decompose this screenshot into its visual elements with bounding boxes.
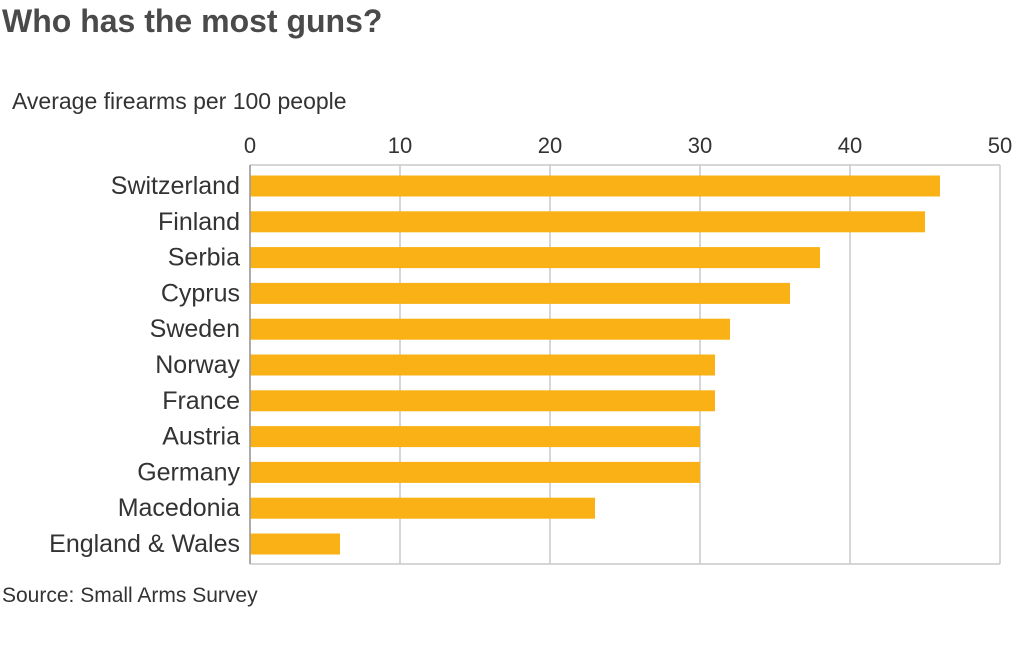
category-label: Norway [155,351,240,379]
category-label: England & Wales [49,530,240,558]
x-tick-label: 0 [244,133,256,158]
chart-title: Who has the most guns? [2,3,383,39]
x-axis-ticks: 0 10 20 30 40 50 [244,133,1012,158]
bar-austria [250,426,700,448]
bar-sweden [250,318,730,340]
category-label: Austria [162,423,240,451]
x-tick-label: 30 [688,133,712,158]
category-label: Macedonia [118,494,240,522]
category-label: France [162,387,240,415]
bar-finland [250,211,925,233]
category-label: Switzerland [111,172,240,200]
x-tick-label: 40 [838,133,862,158]
bars [250,175,940,555]
bar-germany [250,461,700,483]
bar-france [250,390,715,412]
category-label: Serbia [168,244,240,272]
chart-subtitle: Average firearms per 100 people [12,88,347,114]
category-labels: Switzerland Finland Serbia Cyprus Sweden Norw… [49,165,251,564]
bar-serbia [250,247,820,269]
category-label: Finland [158,208,240,236]
bar-england-wales [250,533,340,555]
bar-norway [250,354,715,376]
x-tick-label: 50 [988,133,1012,158]
category-label: Sweden [150,315,240,343]
x-tick-label: 20 [538,133,562,158]
category-label: Germany [137,458,240,486]
x-tick-label: 10 [388,133,412,158]
bar-switzerland [250,175,940,197]
bar-cyprus [250,282,790,304]
category-label: Cyprus [161,279,240,307]
source-note: Source: Small Arms Survey [2,584,258,607]
bar-macedonia [250,497,595,519]
